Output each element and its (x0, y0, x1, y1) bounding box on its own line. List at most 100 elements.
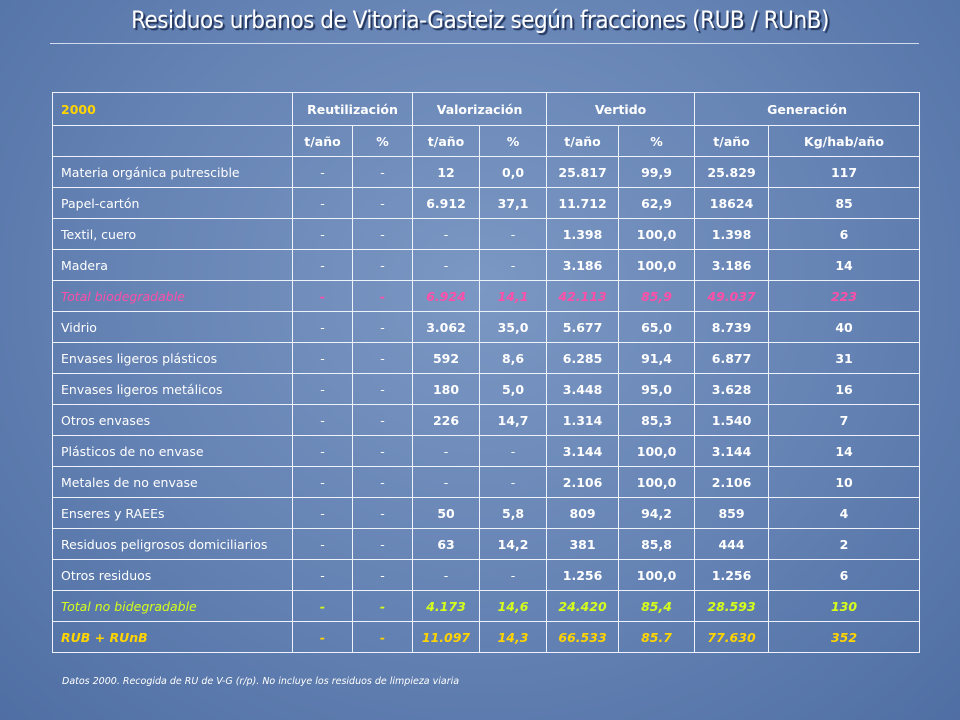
table-cell: - (351, 466, 414, 498)
table-cell: - (292, 621, 353, 653)
table-cell: 223 (768, 280, 921, 312)
group-header-vertido: Vertido (546, 92, 696, 126)
table-cell: - (479, 435, 548, 467)
row-label: Residuos peligrosos domiciliarios (52, 528, 293, 560)
footnote: Datos 2000. Recogida de RU de V-G (r/p).… (62, 676, 460, 687)
table-cell: 85 (768, 187, 921, 219)
row-label: Madera (52, 249, 293, 281)
unit-header: t/año (546, 125, 620, 157)
table-cell: - (292, 435, 353, 467)
table-cell: 809 (546, 497, 620, 529)
table-cell: 130 (768, 590, 921, 622)
table-cell: 6.912 (412, 187, 481, 219)
table-cell: 6.285 (546, 342, 620, 374)
table-cell: - (351, 621, 414, 653)
table-cell: 31 (768, 342, 921, 374)
table-cell: - (351, 497, 414, 529)
table-cell: - (351, 404, 414, 436)
title-underline (50, 43, 919, 44)
table-cell: - (412, 559, 481, 591)
table-cell: 100,0 (618, 466, 696, 498)
table-cell: 25.829 (694, 156, 770, 188)
table-cell: - (292, 156, 353, 188)
table-cell: 3.628 (694, 373, 770, 405)
table-cell: - (351, 187, 414, 219)
unit-header: Kg/hab/año (768, 125, 921, 157)
row-label: Papel-cartón (52, 187, 293, 219)
table-cell: 4.173 (412, 590, 481, 622)
table-row: RUB + RUnB - -11.097 14,3 66.533 85.7 77.630 35… (52, 621, 921, 653)
header-row-units: t/año % t/año % t/año % t/año Kg/hab/año (52, 125, 921, 157)
row-label: Total no bidegradable (52, 590, 293, 622)
table-cell: 6.877 (694, 342, 770, 374)
row-label: Otros envases (52, 404, 293, 436)
table-cell: 14,7 (479, 404, 548, 436)
row-label: Metales de no envase (52, 466, 293, 498)
table-cell: - (351, 342, 414, 374)
table-cell: - (412, 218, 481, 250)
table-cell: 16 (768, 373, 921, 405)
table-cell: 91,4 (618, 342, 696, 374)
table-cell: - (292, 528, 353, 560)
table-cell: 5.677 (546, 311, 620, 343)
table-cell: 12 (412, 156, 481, 188)
row-label: Enseres y RAEEs (52, 497, 293, 529)
table-cell: - (479, 218, 548, 250)
table-cell: 40 (768, 311, 921, 343)
table-cell: 1.540 (694, 404, 770, 436)
table-cell: 1.314 (546, 404, 620, 436)
unit-header: % (618, 125, 696, 157)
table-cell: 2.106 (546, 466, 620, 498)
table-row: Otros residuos - - - -1.256 100,0 1.256 6 (52, 559, 921, 591)
table-row: Envases ligeros metálicos - -180 5,0 3.448 95… (52, 373, 921, 405)
table-cell: 35,0 (479, 311, 548, 343)
row-label: Otros residuos (52, 559, 293, 591)
row-label: Plásticos de no envase (52, 435, 293, 467)
table-cell: - (292, 342, 353, 374)
table-cell: 117 (768, 156, 921, 188)
table-cell: 42.113 (546, 280, 620, 312)
table-cell: 14,6 (479, 590, 548, 622)
table-cell: 4 (768, 497, 921, 529)
table-cell: 99,9 (618, 156, 696, 188)
table-row: Papel-cartón - -6.912 37,1 11.712 62,9 18624 85 (52, 187, 921, 219)
table-cell: - (351, 528, 414, 560)
row-label: Envases ligeros metálicos (52, 373, 293, 405)
table-cell: 6.924 (412, 280, 481, 312)
unit-header: t/año (292, 125, 353, 157)
table-cell: 100,0 (618, 249, 696, 281)
table-cell: - (292, 218, 353, 250)
table-row: Metales de no envase - - - -2.106 100,0 2.106 1… (52, 466, 921, 498)
table-cell: - (479, 559, 548, 591)
table-cell: 2.106 (694, 466, 770, 498)
table-row: Envases ligeros plásticos - -592 8,6 6.285 91… (52, 342, 921, 374)
table-cell: 1.256 (694, 559, 770, 591)
row-label: Textil, cuero (52, 218, 293, 250)
unit-header: t/año (412, 125, 481, 157)
table-cell: 85.7 (618, 621, 696, 653)
table-cell: 0,0 (479, 156, 548, 188)
table-row: Otros envases - -226 14,7 1.314 85,3 1.540 7 (52, 404, 921, 436)
table-cell: 24.420 (546, 590, 620, 622)
table-cell: 50 (412, 497, 481, 529)
table-row: Total no bidegradable - -4.173 14,6 24.420 85… (52, 590, 921, 622)
table-row: Residuos peligrosos domiciliarios - -63 14,… (52, 528, 921, 560)
table-cell: 7 (768, 404, 921, 436)
table-cell: 2 (768, 528, 921, 560)
table-row: Vidrio - -3.062 35,0 5.677 65,0 8.739 40 (52, 311, 921, 343)
table-row: Enseres y RAEEs - -50 5,8 809 94,2 859 4 (52, 497, 921, 529)
table-cell: 77.630 (694, 621, 770, 653)
table-cell: 3.062 (412, 311, 481, 343)
table-cell: - (412, 249, 481, 281)
table-cell: - (351, 373, 414, 405)
table-cell: 66.533 (546, 621, 620, 653)
table-cell: - (351, 435, 414, 467)
table-row: Plásticos de no envase - - - -3.144 100,0 3.14… (52, 435, 921, 467)
table-cell: 592 (412, 342, 481, 374)
table-cell: 859 (694, 497, 770, 529)
table-cell: - (292, 466, 353, 498)
table-cell: 11.712 (546, 187, 620, 219)
table-cell: 6 (768, 559, 921, 591)
table-cell: 85,4 (618, 590, 696, 622)
table-cell: - (351, 218, 414, 250)
